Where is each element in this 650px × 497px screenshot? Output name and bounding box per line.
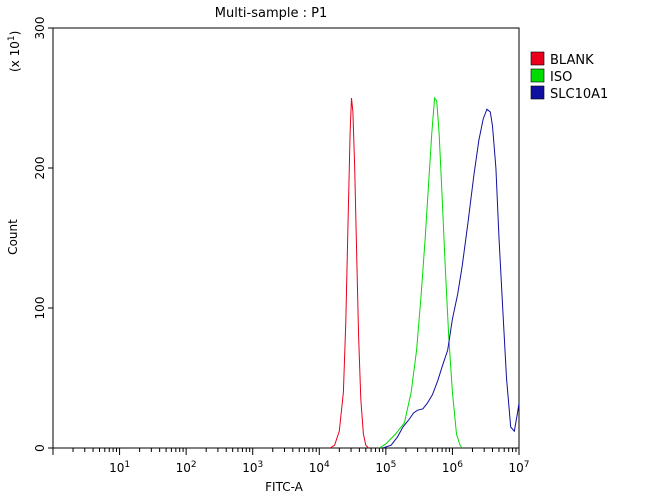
y-tick-label: 100 [33, 297, 47, 320]
x-tick-label: 106 [442, 460, 463, 475]
y-tick-label: 0 [33, 444, 47, 452]
series-line-iso [379, 96, 463, 449]
x-tick-label: 107 [508, 460, 529, 475]
y-tick-label: 200 [33, 157, 47, 180]
x-tick-label: 105 [375, 460, 396, 475]
x-axis-label: FITC-A [265, 480, 304, 494]
x-axis-ticks: 101 102 103 104 105 106 107 [52, 448, 530, 475]
x-tick-label: 102 [176, 460, 197, 475]
x-tick-label: 104 [309, 460, 330, 475]
y-tick-label: 300 [33, 17, 47, 40]
x-tick-label: 103 [242, 460, 263, 475]
y-axis-label: Count [6, 219, 20, 255]
legend-label: SLC10A1 [550, 87, 608, 102]
y-multiplier-label: (x 101) [7, 31, 22, 72]
chart-title: Multi-sample : P1 [215, 6, 328, 21]
legend-label: ISO [550, 70, 572, 85]
legend-label: BLANK [550, 53, 594, 68]
series-line-blank [329, 97, 369, 449]
legend-swatch [530, 68, 545, 83]
plot-frame [52, 27, 520, 449]
series-line-slc10a1 [382, 108, 520, 449]
histogram-curves [329, 96, 520, 449]
x-tick-label: 101 [109, 460, 130, 475]
y-axis-ticks: 0 100 200 300 [33, 17, 53, 452]
legend: BLANK ISO SLC10A1 [530, 51, 608, 102]
legend-swatch [530, 51, 545, 66]
legend-swatch [530, 85, 545, 100]
